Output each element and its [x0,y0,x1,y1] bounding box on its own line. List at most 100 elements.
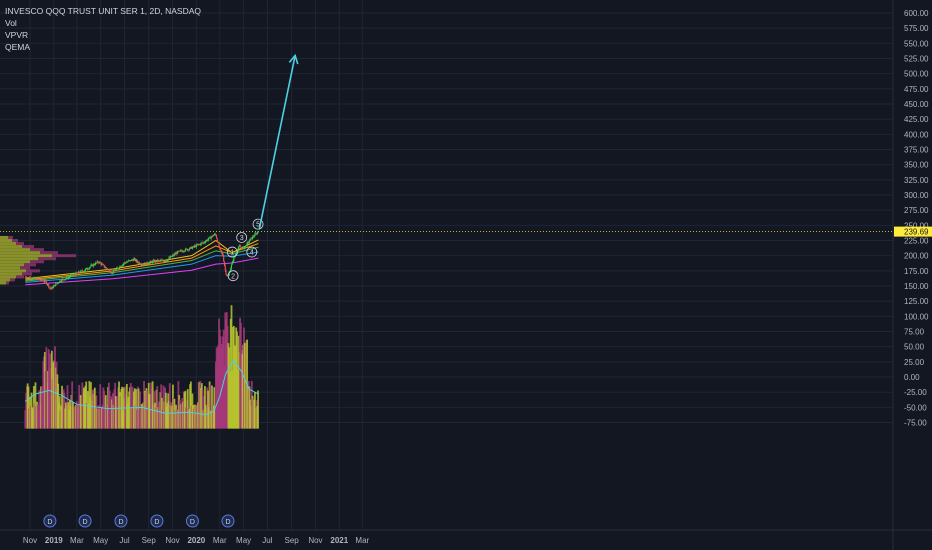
indicator-vol[interactable]: Vol [5,18,17,28]
dividend-marker[interactable] [114,514,128,528]
candle-body [102,263,104,265]
candle-body [149,261,151,263]
candle-body [123,262,126,264]
price-tick-label: 325.00 [904,176,929,185]
candle-body [127,261,129,263]
price-axis[interactable]: 600.00 575.00 550.00 525.00 500.00 475.00 450.… [904,9,929,428]
candle-body [109,272,111,273]
candle-body [65,278,67,280]
candle-body [27,277,29,279]
candle-body [160,260,162,262]
candle-body [48,287,51,289]
candle-body [144,263,146,266]
candle-body [177,251,179,254]
time-tick-label: Mar [213,536,227,545]
candle-body [82,271,84,273]
candle-body [60,281,62,283]
vpvr-bar-up [0,266,20,270]
candle-body [30,277,32,279]
wave-label: 2 [231,273,235,280]
candle-body [83,271,85,272]
indicator-qema[interactable]: QEMA [5,42,31,52]
candle-body [130,260,132,262]
volume-bar [137,388,140,429]
wave-circle [252,218,264,230]
candle-body [98,262,100,264]
candle-body [187,249,190,251]
time-tick-label: May [236,536,251,545]
candle-body [120,266,122,267]
vpvr-bar-up [0,263,24,267]
dividend-marker[interactable] [78,514,92,528]
dividend-marker-label: D [118,519,123,526]
vpvr-bar-up [0,239,12,243]
candle-body [145,263,147,265]
candle-body [173,253,176,256]
dividend-marker[interactable] [150,514,164,528]
candle-body [35,278,37,280]
last-price-badge-background [894,226,932,237]
candle-body [121,265,123,267]
candle-body [24,276,26,278]
vpvr-bar-up [0,254,52,258]
last-price-value: 239.69 [904,228,929,237]
indicator-vpvr[interactable]: VPVR [5,30,29,40]
candle-body [171,255,173,257]
candle-body [211,235,213,238]
candle-body [176,252,178,254]
candle-body [168,257,170,259]
candle-body [216,235,218,239]
time-tick-label: Nov [23,536,37,545]
dividend-marker[interactable] [185,514,199,528]
candle-body [244,246,246,249]
candle-body [186,248,188,251]
price-tick-label: 550.00 [904,39,929,48]
candle-body [134,258,136,260]
dividend-marker[interactable] [221,514,235,528]
candle-body [41,280,44,282]
price-tick-label: -50.00 [904,403,927,412]
candle-body [196,244,198,246]
wave-circle [236,232,248,243]
wave-label: 4 [250,250,254,257]
price-tick-label: -75.00 [904,419,927,428]
symbol-title[interactable]: INVESCO QQQ TRUST UNIT SER 1, 2D, NASDAQ [5,6,202,16]
candle-body [27,277,29,278]
candle-body [177,251,179,252]
candle-body [42,280,44,282]
candle-body [191,247,193,249]
vpvr-bar-down [30,260,44,264]
price-tick-label: 225.00 [904,237,929,246]
price-tick-label: 100.00 [904,312,929,321]
candle-body [70,275,72,277]
candle-body [163,260,165,262]
vpvr-bar-up [0,269,26,273]
candle-body [230,268,232,272]
candle-body [199,244,201,245]
candle-body [245,245,247,247]
vpvr-bar-up [0,275,16,279]
time-tick-label: 2021 [330,536,348,545]
price-tick-label: 125.00 [904,297,929,306]
candle-body [252,236,254,238]
candle-body [39,279,41,281]
candle-body [147,263,149,265]
dividend-marker[interactable] [43,514,57,528]
projection-arrow-head [288,53,299,65]
candle-body [212,235,214,237]
candle-body [101,263,103,265]
candle-body [112,272,114,274]
candle-body [105,267,107,269]
candle-body [220,250,222,253]
time-axis[interactable]: Nov 2019 Mar May Jul Sep Nov 2020 Mar May Jul Sep No… [23,536,370,545]
vpvr-bar-up [0,260,30,264]
candle-body [63,279,65,281]
volume-bar [189,381,192,429]
candle-body [226,274,228,276]
candle-body [179,250,181,252]
candle-body [25,276,27,278]
candle-body [224,265,226,271]
candle-body [135,259,137,262]
candle-body [214,234,216,235]
